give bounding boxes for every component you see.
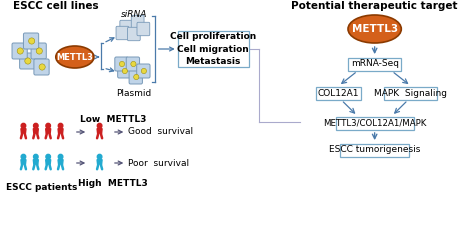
Circle shape [97,123,102,128]
FancyBboxPatch shape [31,43,46,59]
Text: Low  METTL3: Low METTL3 [80,115,146,124]
Text: siRNA: siRNA [121,10,147,19]
Polygon shape [33,129,38,133]
FancyBboxPatch shape [128,27,140,41]
FancyBboxPatch shape [116,26,129,40]
Text: mRNA-Seq: mRNA-Seq [351,60,399,68]
FancyBboxPatch shape [137,64,150,78]
Text: ESCC patients: ESCC patients [6,183,77,192]
Circle shape [58,154,63,159]
Ellipse shape [28,38,35,44]
Bar [340,144,409,156]
FancyBboxPatch shape [129,70,142,84]
Ellipse shape [39,64,45,70]
FancyBboxPatch shape [137,22,150,36]
Text: High  METTL3: High METTL3 [78,179,148,188]
Polygon shape [21,129,26,133]
Polygon shape [97,129,102,133]
Text: Poor  survival: Poor survival [128,158,189,167]
Ellipse shape [348,15,401,43]
Polygon shape [97,160,102,164]
Circle shape [58,123,63,128]
FancyBboxPatch shape [120,20,133,34]
Text: METTL3: METTL3 [56,52,93,62]
Ellipse shape [131,61,136,67]
Bar [316,87,361,99]
Circle shape [34,123,38,128]
Text: Potential therapeutic target: Potential therapeutic target [292,1,458,11]
FancyBboxPatch shape [19,53,35,69]
Ellipse shape [141,68,146,74]
Text: METTL3: METTL3 [352,24,398,34]
Bar [348,57,401,71]
Bar [178,31,249,67]
Ellipse shape [122,68,128,74]
Circle shape [46,154,50,159]
FancyBboxPatch shape [131,15,144,29]
Bar [384,87,438,99]
Ellipse shape [134,74,139,80]
Text: MAPK  Signaling: MAPK Signaling [374,88,447,98]
FancyBboxPatch shape [118,64,131,78]
Circle shape [21,123,26,128]
FancyBboxPatch shape [23,33,39,49]
Ellipse shape [119,61,125,67]
Ellipse shape [56,46,94,68]
FancyBboxPatch shape [34,59,49,75]
FancyBboxPatch shape [115,57,128,71]
Polygon shape [21,160,26,164]
Polygon shape [46,129,51,133]
Circle shape [34,154,38,159]
Circle shape [21,154,26,159]
Polygon shape [58,160,63,164]
Polygon shape [46,160,51,164]
Ellipse shape [36,48,42,54]
FancyBboxPatch shape [12,43,27,59]
Polygon shape [58,129,63,133]
Text: METTL3/COL12A1/MAPK: METTL3/COL12A1/MAPK [323,118,426,128]
Text: Plasmid: Plasmid [116,89,152,98]
Bar [336,117,414,130]
Text: Good  survival: Good survival [128,128,193,136]
Ellipse shape [25,58,31,64]
FancyBboxPatch shape [126,57,139,71]
Circle shape [46,123,50,128]
Circle shape [97,154,102,159]
Ellipse shape [17,48,23,54]
Polygon shape [33,160,38,164]
Text: ESCC tumorigenesis: ESCC tumorigenesis [329,145,420,155]
Text: Cell proliferation
Cell migration
Metastasis: Cell proliferation Cell migration Metast… [170,32,256,66]
Text: COL12A1: COL12A1 [318,88,359,98]
Text: ESCC cell lines: ESCC cell lines [13,1,99,11]
